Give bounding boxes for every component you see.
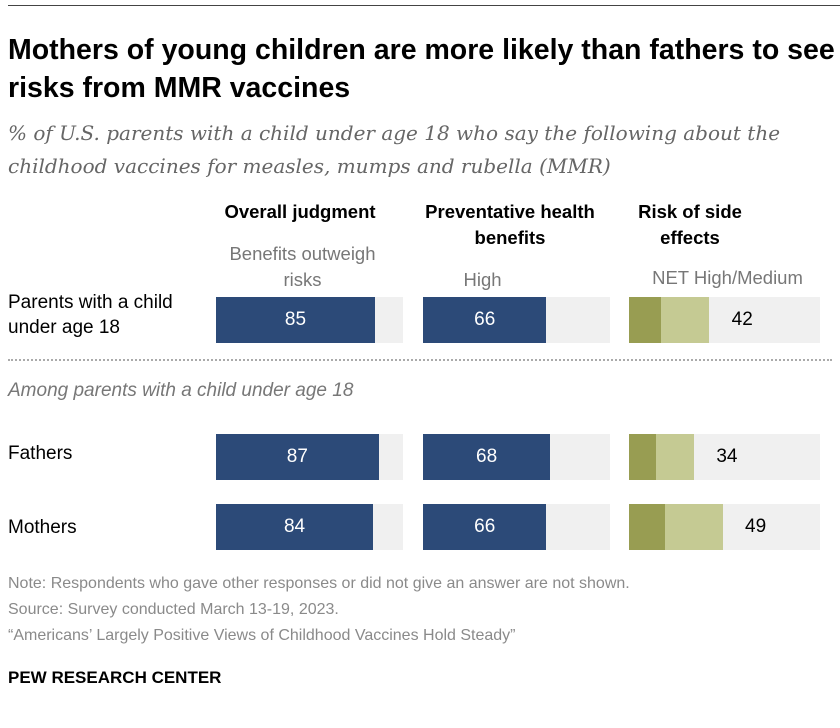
column-header-preventative: Preventative health benefits [425, 201, 595, 248]
bar-segment-medium [661, 297, 710, 343]
divider [8, 359, 832, 361]
bar-track: 87 [216, 434, 403, 480]
bar [216, 297, 375, 343]
bar [423, 434, 551, 480]
bar-track: 68 [423, 434, 610, 480]
bar-track: 85 [216, 297, 403, 343]
chart-subtitle: % of U.S. parents with a child under age… [8, 121, 781, 178]
column-sublabel-overall: Benefits outweigh risks [229, 243, 376, 290]
bar-track: 42 [629, 297, 820, 343]
bar-segment-high [629, 504, 666, 550]
bar-value-label: 42 [731, 309, 753, 330]
column-header-risk: Risk of side effects [638, 201, 742, 248]
brand-logo-text: PEW RESEARCH CENTER [8, 668, 222, 687]
bar-track: 34 [629, 434, 820, 480]
bar [216, 504, 374, 550]
column-sublabel-risk: NET High/Medium [652, 267, 803, 288]
bar [423, 504, 547, 550]
bar-value-label: 34 [716, 446, 738, 467]
bar-segment-medium [655, 434, 694, 480]
bar-segment-high [629, 297, 662, 343]
bar-track: 84 [216, 504, 403, 550]
footer-source: Source: Survey conducted March 13-19, 20… [8, 601, 339, 618]
row-label-fathers: Fathers [8, 443, 73, 464]
bar-value-label: 66 [474, 516, 496, 537]
bar-value-label: 85 [284, 309, 307, 330]
footer-note: Note: Respondents who gave other respons… [8, 575, 630, 592]
bar-track: 66 [423, 297, 610, 343]
bar-segment-medium [665, 504, 723, 550]
bar-segment-high [629, 434, 656, 480]
chart-title: Mothers of young children are more likel… [8, 34, 835, 104]
top-rule [8, 5, 840, 6]
bar-value-label: 84 [283, 516, 306, 537]
footer-report: “Americans’ Largely Positive Views of Ch… [8, 627, 516, 644]
bar-value-label: 49 [745, 516, 767, 537]
bar-value-label: 66 [474, 309, 496, 330]
bar-track: 49 [629, 504, 820, 550]
bar-value-label: 87 [286, 446, 308, 467]
column-header-overall: Overall judgment [224, 201, 376, 222]
row-label-mothers: Mothers [8, 517, 77, 538]
row-label-parents: Parents with a child under age 18 [8, 292, 173, 338]
column-sublabel-preventative: High [463, 269, 502, 290]
group-label: Among parents with a child under age 18 [8, 380, 354, 401]
bar [423, 297, 547, 343]
bar-track: 66 [423, 504, 610, 550]
bar [216, 434, 379, 480]
bar-value-label: 68 [476, 446, 498, 467]
